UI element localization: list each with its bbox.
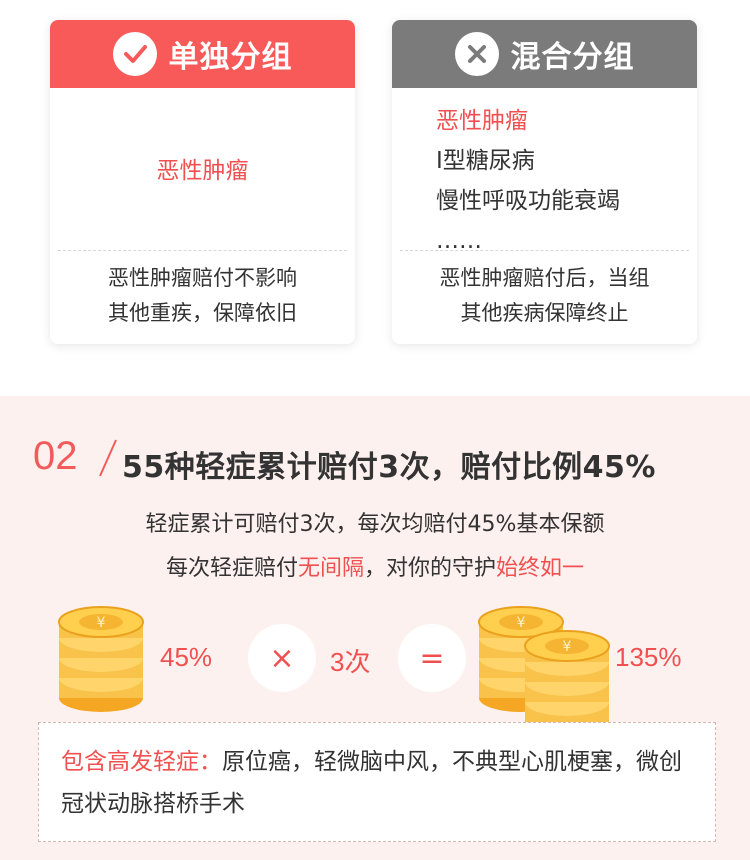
note-text: 原位癌，轻微脑中风，不典型心肌梗塞，微创冠状动脉搭桥手术 (61, 749, 682, 817)
close-icon (454, 32, 499, 76)
section-description-2: 每次轻症赔付无间隔，对你的守护始终如一 (0, 550, 750, 582)
section-title: 55种轻症累计赔付3次，赔付比例45% (122, 450, 656, 485)
mixed-group-title: 混合分组 (510, 40, 635, 75)
list-item: 恶性肿瘤 (436, 108, 528, 134)
separate-group-card: 单独分组 恶性肿瘤 恶性肿瘤赔付不影响 其他重疾，保障依旧 (50, 20, 355, 344)
equals-icon: = (398, 624, 466, 692)
multiply-symbol: × (269, 640, 295, 676)
check-icon (112, 32, 157, 76)
section-description: 轻症累计可赔付3次，每次均赔付45%基本保额 (145, 512, 605, 537)
mixed-group-footnote: 恶性肿瘤赔付后，当组 其他疾病保障终止 (392, 251, 697, 331)
highlight-text: 始终如一 (496, 556, 585, 581)
text-fragment: 每次轻症赔付 (165, 556, 298, 581)
common-mild-illness-note: 包含高发轻症：原位癌，轻微脑中风，不典型心肌梗塞，微创冠状动脉搭桥手术 (38, 722, 716, 842)
formula-result: 135% (615, 642, 682, 672)
separate-group-footnote: 恶性肿瘤赔付不影响 其他重疾，保障依旧 (50, 251, 355, 331)
divider (400, 250, 689, 251)
separate-group-disease: 恶性肿瘤 (156, 158, 249, 184)
svg-text:¥: ¥ (517, 615, 526, 631)
slash-divider-icon (99, 439, 117, 477)
svg-text:¥: ¥ (97, 615, 106, 631)
mild-illness-section: 02 55种轻症累计赔付3次，赔付比例45% 轻症累计可赔付3次，每次均赔付45… (0, 396, 750, 860)
highlight-text: 无间隔 (297, 556, 364, 581)
footnote-line: 其他疾病保障终止 (460, 301, 629, 325)
mixed-group-card: 混合分组 恶性肿瘤 I型糖尿病 慢性呼吸功能衰竭 …… 恶性肿瘤赔付后，当组 其… (392, 20, 697, 344)
equals-symbol: = (419, 640, 445, 676)
coin-stack-large-icon: ¥ ¥ (478, 606, 610, 736)
text-fragment: ，对你的守护 (364, 556, 497, 581)
footnote-line: 其他重疾，保障依旧 (108, 301, 297, 325)
mixed-group-body: 恶性肿瘤 I型糖尿病 慢性呼吸功能衰竭 …… (392, 88, 697, 254)
formula-percent: 45% (160, 642, 213, 672)
divider (58, 250, 347, 251)
section-number: 02 (33, 434, 78, 478)
coin-stack-icon: ¥ (58, 606, 144, 712)
svg-text:¥: ¥ (563, 639, 572, 655)
mixed-group-disease-list: 恶性肿瘤 I型糖尿病 慢性呼吸功能衰竭 …… (436, 104, 620, 264)
list-item: …… (436, 228, 482, 254)
formula-count: 3次 (330, 647, 371, 677)
note-label: 包含高发轻症： (61, 749, 222, 775)
separate-group-body: 恶性肿瘤 (50, 88, 355, 248)
list-item: I型糖尿病 (436, 148, 535, 174)
list-item: 慢性呼吸功能衰竭 (436, 188, 620, 214)
multiply-icon: × (248, 624, 316, 692)
footnote-line: 恶性肿瘤赔付不影响 (108, 266, 297, 290)
mixed-group-header: 混合分组 (392, 20, 697, 88)
separate-group-title: 单独分组 (168, 40, 293, 75)
group-comparison: 单独分组 恶性肿瘤 恶性肿瘤赔付不影响 其他重疾，保障依旧 混合分组 恶性肿瘤 … (0, 0, 750, 396)
footnote-line: 恶性肿瘤赔付后，当组 (439, 266, 650, 290)
separate-group-header: 单独分组 (50, 20, 355, 88)
